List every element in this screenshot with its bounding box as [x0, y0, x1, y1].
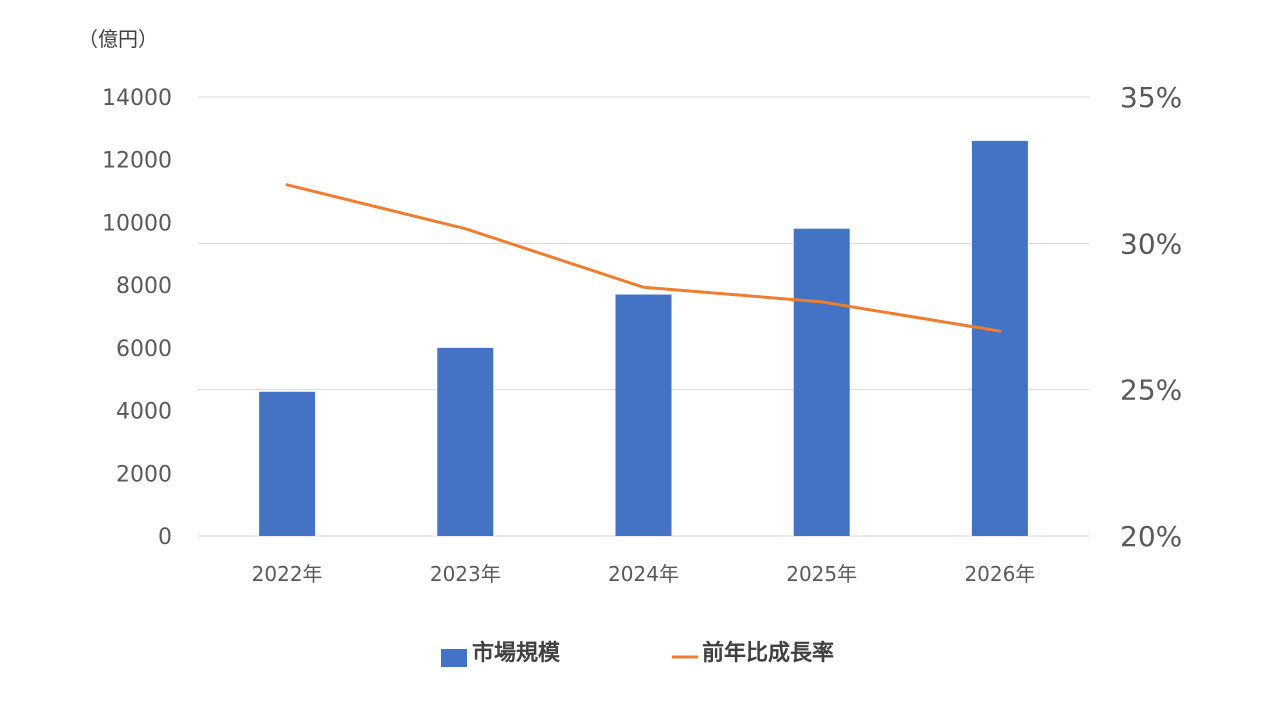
y-right-tick-label: 35% [1120, 81, 1182, 114]
legend-label-line: 前年比成長率 [702, 640, 834, 666]
bar [971, 140, 1028, 536]
y-unit-label: （億円） [78, 27, 158, 51]
x-tick-label: 2024年 [608, 562, 679, 586]
y-right-tick-label: 20% [1120, 520, 1182, 553]
x-tick-label: 2025年 [786, 562, 857, 586]
bar [793, 228, 850, 536]
x-axis: 2022年 2023年 2024年 2025年 2026年 [252, 562, 1036, 586]
y-left-tick-label: 12000 [102, 149, 172, 174]
y-left-tick-label: 14000 [102, 86, 172, 111]
y-left-tick-label: 4000 [116, 400, 172, 425]
x-tick-label: 2026年 [964, 562, 1035, 586]
y-right-tick-label: 25% [1120, 374, 1182, 407]
legend: 市場規模 前年比成長率 [441, 640, 834, 667]
y-right-tick-label: 30% [1120, 227, 1182, 260]
y-left-tick-label: 2000 [116, 462, 172, 487]
y-left-tick-label: 6000 [116, 337, 172, 362]
x-tick-label: 2023年 [430, 562, 501, 586]
y-axis-right: 20% 25% 30% 35% [1120, 81, 1182, 553]
bar [615, 294, 672, 536]
x-tick-label: 2022年 [252, 562, 323, 586]
y-left-tick-label: 10000 [102, 211, 172, 236]
bar-series [259, 140, 1028, 536]
legend-label-bar: 市場規模 [472, 640, 561, 666]
y-axis-left: 0 2000 4000 6000 8000 10000 12000 14000 [102, 86, 172, 550]
y-left-tick-label: 8000 [116, 274, 172, 299]
bar [259, 391, 316, 536]
bar [437, 347, 494, 536]
y-left-tick-label: 0 [158, 525, 172, 550]
line-series [285, 183, 1002, 333]
legend-swatch-bar [441, 649, 467, 667]
line-series-path [285, 183, 1002, 333]
